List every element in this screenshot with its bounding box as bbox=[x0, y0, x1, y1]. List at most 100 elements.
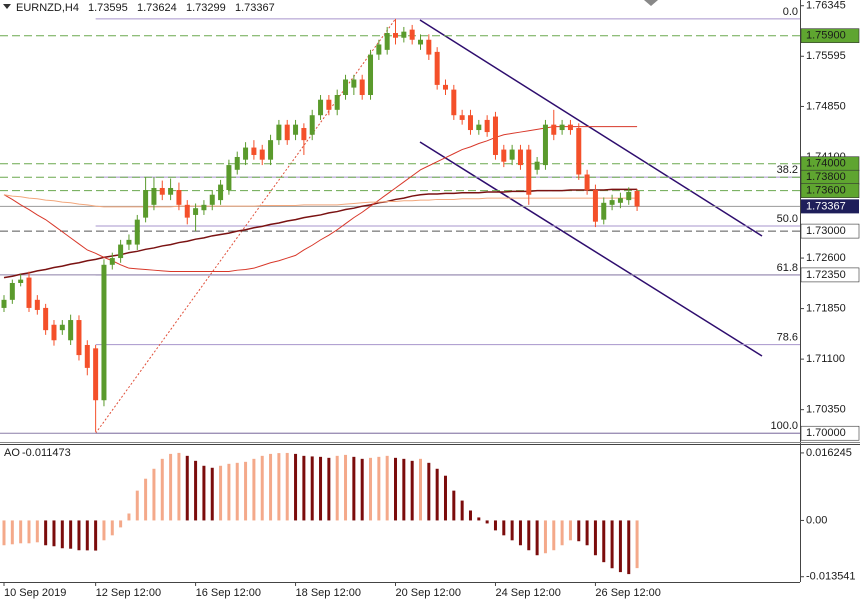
x-tick-label: 16 Sep 12:00 bbox=[196, 587, 261, 599]
x-tick-label: 26 Sep 12:00 bbox=[595, 587, 660, 599]
ao-bar bbox=[502, 520, 506, 536]
ao-bar bbox=[277, 453, 281, 521]
candle-body bbox=[76, 320, 82, 356]
indicator-title: AO bbox=[4, 447, 20, 459]
ao-bar bbox=[127, 513, 131, 521]
candle-body bbox=[134, 219, 140, 245]
candle-body bbox=[209, 194, 215, 205]
candle-body bbox=[626, 192, 632, 201]
ao-bar bbox=[635, 520, 639, 569]
ao-bar bbox=[177, 452, 181, 521]
y-tick-label: 1.72600 bbox=[806, 252, 846, 264]
level-label: 1.75900 bbox=[806, 30, 846, 42]
candle-body bbox=[343, 79, 349, 96]
current-price-box bbox=[801, 199, 859, 214]
candle-body bbox=[259, 149, 265, 160]
candle-body bbox=[59, 324, 65, 331]
candle-body bbox=[293, 124, 299, 135]
candle-body bbox=[193, 208, 199, 215]
candle-body bbox=[109, 258, 115, 265]
ao-bar bbox=[252, 458, 256, 521]
candle-body bbox=[243, 147, 249, 160]
ao-bar bbox=[427, 462, 431, 521]
fib-label: 0.0 bbox=[783, 6, 798, 18]
candle-body bbox=[101, 264, 107, 401]
candle-body bbox=[226, 165, 232, 191]
candle-body bbox=[151, 187, 157, 205]
y-tick-label: 1.76345 bbox=[806, 0, 846, 12]
ao-bar bbox=[435, 468, 439, 521]
ao-bar bbox=[419, 458, 422, 521]
candle-body bbox=[1, 299, 7, 308]
ao-bar bbox=[410, 460, 414, 521]
header-high: 1.73624 bbox=[137, 2, 177, 14]
ao-bar bbox=[310, 456, 314, 521]
candle-body bbox=[201, 204, 207, 211]
ao-bar bbox=[319, 456, 323, 521]
candle-body bbox=[451, 89, 457, 116]
ao-bar bbox=[560, 520, 564, 546]
candle-body bbox=[384, 33, 390, 50]
ao-bar bbox=[152, 468, 156, 521]
frame bbox=[0, 0, 860, 583]
x-tick-label: 20 Sep 12:00 bbox=[396, 587, 461, 599]
y-tick-label: -0.013541 bbox=[806, 571, 856, 583]
candle-body bbox=[68, 320, 74, 341]
ao-bar bbox=[552, 520, 556, 551]
level-label: 1.73600 bbox=[806, 185, 846, 197]
ao-bar bbox=[169, 453, 173, 521]
ao-bar bbox=[27, 520, 31, 544]
ao-bar bbox=[443, 475, 447, 521]
ao-bar bbox=[144, 478, 148, 521]
header-low: 1.73299 bbox=[186, 2, 226, 14]
header-open: 1.73595 bbox=[88, 2, 128, 14]
candle-body bbox=[159, 187, 165, 195]
level-box bbox=[800, 425, 860, 441]
level-box bbox=[800, 28, 860, 44]
ao-bar bbox=[460, 500, 464, 521]
candle-body bbox=[442, 84, 448, 90]
candle-body bbox=[609, 200, 615, 205]
candle-body bbox=[26, 277, 32, 308]
x-tick-label: 24 Sep 12:00 bbox=[495, 587, 560, 599]
candle-body bbox=[234, 156, 240, 170]
candle-body bbox=[542, 124, 548, 166]
candle-body bbox=[218, 184, 224, 201]
shift-marker[interactable] bbox=[644, 0, 658, 6]
level-box bbox=[800, 183, 860, 198]
ao-bar bbox=[602, 520, 606, 563]
fib-label: 100.0 bbox=[770, 420, 798, 432]
level-box bbox=[800, 223, 860, 239]
ao-bar bbox=[194, 460, 198, 521]
level-label: 1.73800 bbox=[806, 171, 846, 183]
candle-body bbox=[309, 115, 315, 135]
ao-bar bbox=[185, 455, 189, 521]
fib-label: 78.6 bbox=[777, 331, 798, 343]
y-tick-label: 1.71850 bbox=[806, 302, 846, 314]
candle-body bbox=[268, 140, 274, 160]
candle-body bbox=[43, 307, 49, 331]
ao-bar bbox=[518, 520, 522, 546]
level-label: 1.73000 bbox=[806, 225, 846, 237]
channel-line bbox=[419, 141, 763, 357]
candle-body bbox=[559, 124, 565, 131]
candle-body bbox=[601, 202, 607, 220]
candle-body bbox=[509, 149, 515, 160]
y-tick-label: 1.75595 bbox=[806, 50, 846, 62]
ao-bar bbox=[543, 520, 547, 554]
ao-bar bbox=[285, 452, 289, 521]
ao-bar bbox=[618, 520, 622, 573]
ao-bar bbox=[60, 520, 64, 549]
ao-bar bbox=[260, 455, 264, 521]
x-tick-label: 12 Sep 12:00 bbox=[96, 587, 161, 599]
fib-label: 50.0 bbox=[777, 213, 798, 225]
candle-body bbox=[318, 99, 324, 116]
moving-average bbox=[3, 194, 638, 208]
ao-bar bbox=[327, 457, 331, 521]
ao-bar bbox=[294, 453, 298, 521]
menu-triangle[interactable] bbox=[3, 4, 11, 9]
ao-bar bbox=[102, 520, 106, 541]
y-tick-label: 1.70350 bbox=[806, 404, 846, 416]
candle-body bbox=[476, 124, 482, 131]
candle-body bbox=[567, 124, 573, 131]
